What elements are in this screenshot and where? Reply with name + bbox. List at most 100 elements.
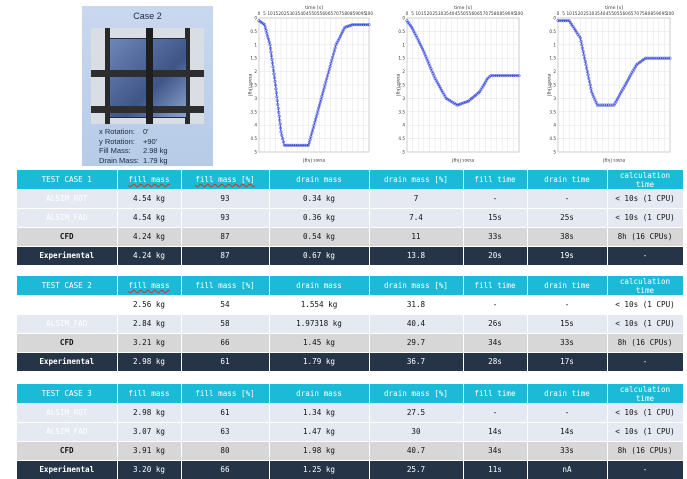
- cell: 14s: [527, 422, 608, 442]
- table-row: ALSIM_ROT 4.54 kg 93 0.34 kg 7 - - < 10s…: [17, 189, 684, 209]
- cell: 93: [181, 189, 270, 209]
- table-row: ALSIM_FAD 2.84 kg 58 1.97318 kg 40.4 26s…: [17, 314, 684, 334]
- plot-marker: [506, 74, 510, 78]
- y-tick-label: 3.5: [549, 109, 556, 114]
- col-fill-mass-pct: fill mass [%]: [181, 170, 270, 189]
- cell: 1.25 kg: [269, 460, 370, 479]
- x-tick-label: 5: [411, 11, 414, 16]
- plot-marker: [583, 56, 587, 60]
- plot-marker: [592, 95, 596, 99]
- plot-marker: [504, 74, 508, 78]
- x-tick-label: 65: [628, 11, 634, 16]
- table-row: CFD 3.91 kg 80 1.98 kg 40.7 34s 33s 8h (…: [17, 441, 684, 461]
- cell: 30: [369, 422, 464, 442]
- cell: 3.21 kg: [117, 333, 182, 353]
- cell: -: [607, 352, 684, 372]
- plot-marker: [306, 143, 311, 147]
- table-row: CFD 3.21 kg 66 1.45 kg 29.7 34s 33s 8h (…: [17, 333, 684, 353]
- plot-marker: [565, 19, 569, 23]
- y-tick-label: 3.5: [398, 109, 405, 114]
- x-tick-label: 0: [258, 11, 261, 16]
- plot-marker: [651, 56, 655, 60]
- plot-top-label: time [s]: [605, 5, 623, 11]
- plot-marker: [580, 46, 585, 50]
- row-name: ALSIM_ROT: [17, 295, 118, 315]
- x-tick-label: 90: [656, 11, 662, 16]
- plot-marker: [513, 74, 517, 78]
- table-row: ALSIM_ROT 2.98 kg 61 1.34 kg 27.5 - - < …: [17, 403, 684, 423]
- plot-marker: [643, 56, 647, 60]
- plot-marker: [666, 56, 670, 60]
- col-drain-mass: drain mass: [269, 276, 370, 295]
- plot-marker: [297, 143, 301, 147]
- col-calc-time: calculation time: [607, 276, 684, 295]
- x-tick-label: 15: [572, 11, 578, 16]
- table-test-case-2: TEST CASE 2 fill mass fill mass [%] drai…: [17, 276, 684, 372]
- x-tick-label: 70: [483, 11, 489, 16]
- x-tick-label: 70: [333, 11, 339, 16]
- plot-marker: [269, 54, 274, 58]
- x-tick-label: 10: [416, 11, 422, 16]
- plot-marker: [288, 143, 292, 147]
- plot-marker: [556, 19, 560, 23]
- plot-marker: [508, 74, 512, 78]
- plot-marker: [277, 114, 281, 118]
- plot-marker: [272, 76, 277, 80]
- plot-marker: [312, 123, 316, 127]
- plot-fad: 0 5 10 15 20 25 30 35 40 45 50 55 60 65 70 75 80 85 90 95 10…: [393, 2, 523, 166]
- plot-marker: [597, 103, 601, 107]
- plot-marker: [290, 143, 294, 147]
- x-tick-label: 65: [328, 11, 334, 16]
- cell: 8h (16 CPUs): [607, 227, 684, 247]
- plot-marker: [323, 83, 327, 87]
- plot-marker: [346, 24, 350, 28]
- x-tick-label: 75: [639, 11, 645, 16]
- col-drain-mass-pct: drain mass [%]: [369, 276, 464, 295]
- x-tick-label: 45: [455, 11, 461, 16]
- plot-marker: [587, 76, 591, 80]
- plot-marker: [274, 87, 278, 91]
- plot-marker: [511, 74, 515, 78]
- plot-marker: [662, 56, 666, 60]
- cell: 3.20 kg: [117, 460, 182, 479]
- cell: 87: [181, 227, 270, 247]
- cell: 61: [181, 352, 270, 372]
- plot-marker: [309, 135, 313, 139]
- x-tick-label: 30: [589, 11, 595, 16]
- row-name: ALSIM_FAD: [17, 314, 118, 334]
- plot-marker: [279, 130, 283, 134]
- plot-marker: [447, 98, 451, 102]
- plot-marker: [278, 122, 282, 126]
- x-tick-label: 50: [611, 11, 617, 16]
- plot-side-label: mass [kg]: [395, 74, 401, 97]
- col-drain-mass: drain mass: [269, 384, 370, 403]
- x-tick-label: 35: [295, 11, 301, 16]
- col-calc-time: calculation time: [607, 170, 684, 189]
- plot-marker: [270, 57, 274, 61]
- x-tick-label: 25: [432, 11, 438, 16]
- plot-marker: [319, 97, 323, 101]
- cell: 4.24 kg: [117, 227, 182, 247]
- plot-marker: [589, 86, 593, 90]
- plot-marker: [281, 140, 286, 144]
- plot-marker: [270, 61, 275, 65]
- plot-marker: [313, 120, 317, 124]
- plot-marker: [273, 79, 277, 83]
- cell: 14s: [463, 422, 528, 442]
- cell: 13.8: [369, 246, 464, 266]
- plot-marker: [276, 102, 280, 107]
- plot-marker: [449, 99, 453, 103]
- cell: 29.7: [369, 333, 464, 353]
- y-tick-label: 3: [254, 96, 257, 101]
- x-tick-label: 80: [344, 11, 350, 16]
- plot-marker: [273, 83, 278, 87]
- plot-marker: [350, 23, 355, 27]
- table-header-row: TEST CASE 2 fill mass fill mass [%] drai…: [17, 276, 684, 295]
- plot-marker: [515, 74, 519, 78]
- x-tick-label: 70: [634, 11, 640, 16]
- table-row: Experimental 4.24 kg 87 0.67 kg 13.8 20s…: [17, 246, 684, 266]
- plot-marker: [307, 140, 311, 144]
- plot-marker: [266, 37, 270, 41]
- cell: 40.4: [369, 314, 464, 334]
- y-tick-label: 0.5: [250, 29, 257, 34]
